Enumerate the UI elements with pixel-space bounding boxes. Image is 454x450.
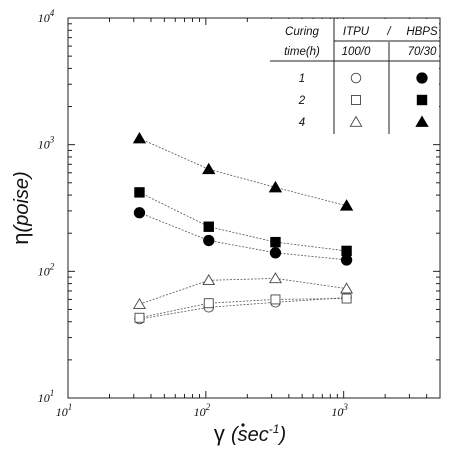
data-point: [339, 199, 354, 211]
legend: Curing ITPU / HBPS time(h) 100/0 70/30 1 2 4: [258, 18, 440, 134]
legend-marker-open: [351, 95, 361, 105]
data-point: [202, 273, 216, 286]
series-1: [134, 292, 352, 325]
series-line: [139, 277, 347, 305]
y-tick-label: 102: [38, 261, 55, 278]
series-line: [139, 298, 347, 319]
data-point: [134, 312, 145, 323]
legend-marker-open: [350, 72, 362, 84]
x-axis-label: γ (sec-1): [214, 421, 286, 446]
legend-marker-open: [349, 115, 363, 127]
y-tick-label: 103: [38, 135, 55, 152]
data-point: [132, 131, 147, 144]
data-point: [270, 294, 281, 305]
data-point: [269, 272, 282, 284]
shear-rate-dot: [241, 423, 245, 427]
y-axis-label: η(poise): [8, 171, 33, 244]
legend-background: [258, 19, 439, 134]
legend-header-time: time(h): [284, 46, 320, 58]
series-line: [139, 138, 347, 207]
series-line: [139, 212, 347, 261]
plot-frame: [67, 17, 441, 399]
x-tick-label: 101: [56, 402, 73, 419]
legend-row-label: 2: [298, 95, 306, 107]
data-point: [340, 282, 354, 294]
series-3: [133, 272, 354, 309]
legend-marker-filled: [415, 115, 429, 127]
data-point: [270, 236, 281, 248]
legend-marker-filled: [416, 94, 428, 106]
data-point: [133, 297, 146, 309]
data-point: [203, 298, 214, 309]
data-point: [203, 221, 214, 232]
data-point: [268, 180, 283, 193]
legend-header-curing: Curing: [285, 26, 319, 38]
y-tick-label: 104: [38, 8, 55, 25]
legend-header-ratio-100-0: 100/0: [342, 46, 371, 58]
legend-header-slash: /: [386, 26, 392, 38]
series-5: [134, 187, 352, 257]
data-point: [134, 187, 145, 198]
legend-marker-filled: [416, 72, 428, 84]
data-point: [341, 293, 352, 304]
series-line: [139, 192, 347, 252]
legend-header-ratio-70-30: 70/30: [408, 46, 437, 58]
data-point: [203, 234, 215, 247]
legend-header-itpu: ITPU: [343, 26, 370, 38]
data-point: [202, 162, 216, 175]
y-tick-label: 101: [38, 388, 55, 405]
axis-labels: η(poise) γ (sec-1): [8, 171, 286, 446]
series-6: [132, 131, 354, 211]
series-line: [139, 297, 347, 320]
series-2: [134, 293, 352, 323]
data-point: [133, 207, 146, 219]
plot-border: [67, 17, 441, 399]
legend-row-label: 4: [299, 117, 305, 129]
series-layer: [132, 131, 354, 325]
data-point: [341, 245, 352, 257]
data-point: [269, 247, 282, 259]
legend-row-label: 1: [299, 73, 305, 85]
legend-header-hbps: HBPS: [406, 26, 438, 38]
x-tick-label: 102: [194, 402, 211, 419]
axis-tick-labels: 101 102 103 101 102 103 104: [38, 8, 349, 419]
x-tick-label: 103: [331, 402, 348, 419]
series-4: [133, 207, 353, 266]
data-point: [340, 254, 353, 266]
